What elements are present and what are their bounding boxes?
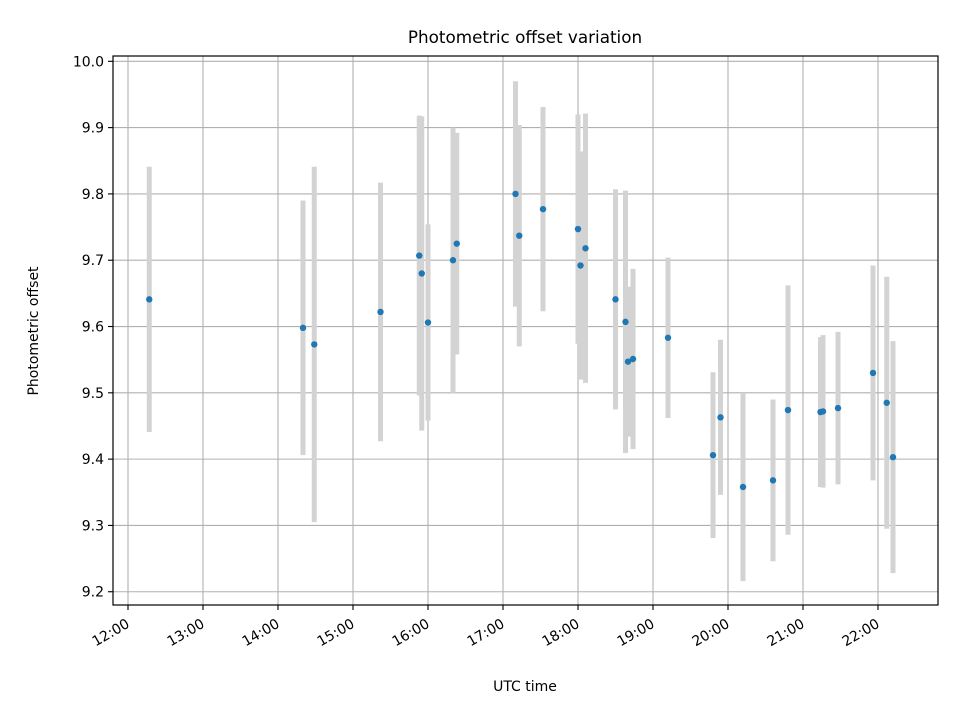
- chart-title: Photometric offset variation: [408, 27, 642, 47]
- data-point: [784, 406, 792, 414]
- data-point: [449, 257, 457, 264]
- data-point: [539, 205, 547, 213]
- data-point: [664, 334, 672, 341]
- plot-frame: [112, 55, 939, 606]
- data-point: [889, 453, 897, 461]
- y-tick-label: 9.3: [82, 518, 104, 534]
- data-point: [739, 483, 747, 491]
- data-points: [146, 190, 897, 491]
- y-tick-label: 9.8: [82, 187, 104, 203]
- data-point: [869, 369, 877, 377]
- data-point: [416, 252, 423, 259]
- x-axis-label: UTC time: [493, 679, 557, 695]
- y-tick-label: 9.2: [82, 585, 104, 601]
- data-point: [622, 318, 629, 326]
- grid: [113, 56, 938, 605]
- data-point: [516, 232, 523, 239]
- data-point: [769, 477, 777, 484]
- data-point: [624, 358, 632, 365]
- y-tick-label: 9.9: [82, 121, 104, 137]
- data-point: [512, 190, 519, 198]
- data-point: [629, 355, 637, 363]
- data-point: [883, 399, 890, 406]
- y-tick-label: 9.6: [82, 320, 104, 336]
- y-tick-label: 9.5: [82, 386, 104, 402]
- data-point: [574, 225, 582, 233]
- data-point: [453, 240, 460, 247]
- data-point: [418, 270, 425, 277]
- data-point: [146, 296, 153, 303]
- data-point: [577, 262, 584, 269]
- data-point: [582, 245, 589, 252]
- data-point: [424, 319, 432, 326]
- data-point: [819, 408, 827, 415]
- y-tick-label: 9.4: [82, 452, 104, 468]
- y-axis: 9.2 9.3 9.4 9.5 9.6 9.7 9.8 9.9 10.0: [73, 54, 113, 601]
- data-point: [834, 404, 842, 412]
- data-point: [311, 341, 318, 348]
- data-point: [717, 414, 724, 421]
- y-tick-label: 9.7: [82, 253, 104, 269]
- y-tick-label: 10.0: [73, 54, 104, 70]
- y-axis-label: Photometric offset: [26, 266, 42, 396]
- data-point: [299, 324, 307, 332]
- data-point: [612, 296, 619, 303]
- data-point: [377, 308, 384, 316]
- data-point: [709, 451, 717, 459]
